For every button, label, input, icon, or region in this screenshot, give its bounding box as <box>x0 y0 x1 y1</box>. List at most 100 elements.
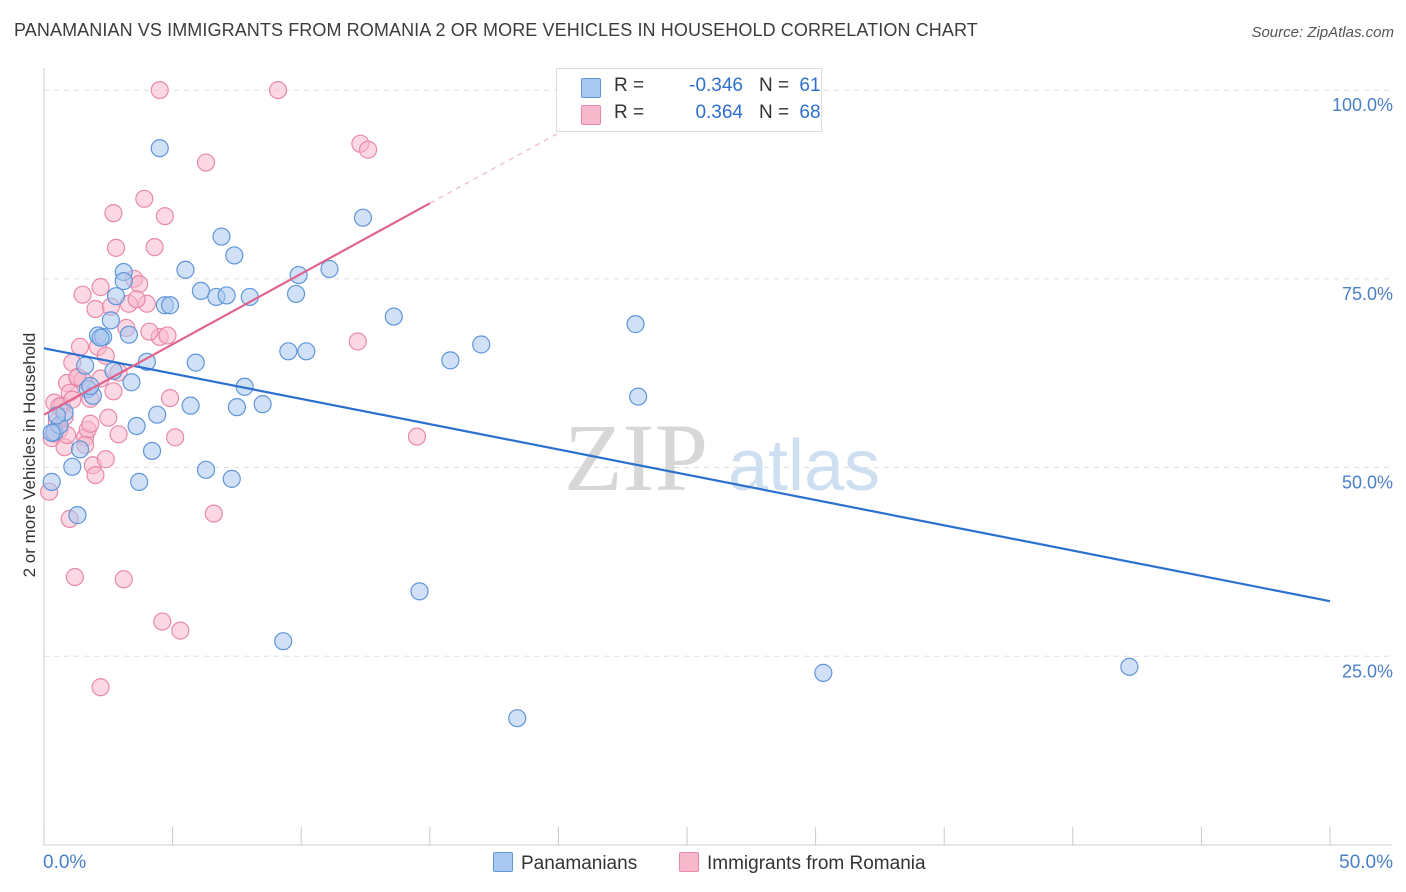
source-label: Source: ZipAtlas.com <box>1251 24 1394 41</box>
romania-point <box>65 567 84 587</box>
romania-point <box>155 207 174 226</box>
panamanians-point <box>225 246 244 265</box>
panamanians-point <box>91 328 110 347</box>
chart-title: PANAMANIAN VS IMMIGRANTS FROM ROMANIA 2 … <box>14 20 978 40</box>
panamanians-point <box>1120 657 1139 676</box>
bottom-legend-panamanians: Panamanians <box>493 852 637 875</box>
bottom-legend-label: Immigrants from Romania <box>707 853 926 874</box>
bottom-legend-romania: Immigrants from Romania <box>679 852 926 875</box>
panamanians-point <box>297 342 316 361</box>
romania-point <box>160 388 180 408</box>
panamanians-point <box>286 284 306 304</box>
axes <box>43 68 1392 846</box>
romania-point <box>204 504 223 523</box>
romania-trend-extension <box>429 132 559 204</box>
panamanians-point <box>63 457 82 476</box>
panamanians-point <box>181 396 200 415</box>
panamanians-point <box>410 582 429 601</box>
panamanians-point <box>353 208 373 227</box>
panamanians-point <box>222 469 241 488</box>
panamanians-point <box>279 342 298 361</box>
romania-point <box>91 278 110 297</box>
panamanians-point <box>42 472 61 491</box>
romania-point <box>150 80 169 100</box>
romania-point <box>145 238 164 257</box>
legend-n-value: 68 <box>799 102 821 123</box>
romania-point <box>407 427 427 446</box>
romania-point <box>196 153 216 172</box>
romania-point <box>127 290 146 309</box>
romania-point <box>130 275 149 294</box>
legend-n-value: 61 <box>799 75 821 96</box>
y-tick-labels: 25.0% 50.0% 75.0% 100.0% <box>1332 95 1393 681</box>
romania-trend-line <box>43 202 431 416</box>
romania-point <box>109 425 128 444</box>
romania-point <box>114 570 133 589</box>
panamanians-trend-line <box>43 347 1331 603</box>
legend-n-label: N = <box>759 75 790 96</box>
panamanians-point <box>629 387 648 406</box>
panamanians-point <box>81 376 100 396</box>
panamanians-point <box>106 287 126 306</box>
panamanians-point <box>227 398 246 417</box>
panamanians-point <box>320 259 339 279</box>
romania-point <box>268 80 288 100</box>
legend-swatch-blue <box>581 78 601 98</box>
y-tick-label: 100.0% <box>1332 95 1393 115</box>
panamanians-point <box>47 406 66 425</box>
trend-lines <box>43 132 1331 603</box>
romania-point <box>96 450 115 469</box>
romania-point <box>104 204 123 223</box>
panamanians-point <box>508 709 527 728</box>
panamanians-point <box>76 356 95 375</box>
panamanians-point <box>196 460 216 479</box>
romania-point <box>70 337 90 356</box>
panamanians-point <box>274 632 293 651</box>
panamanians-point <box>142 441 162 461</box>
panamanians-point <box>114 271 133 291</box>
panamanians-point <box>253 395 272 414</box>
romania-point <box>86 299 105 319</box>
panamanians-point <box>130 472 149 491</box>
panamanians-point <box>122 373 141 392</box>
watermark-atlas: atlas <box>728 426 880 506</box>
romania-point <box>135 189 154 208</box>
romania-point <box>86 465 105 485</box>
romania-point <box>358 140 378 159</box>
legend-r-value: -0.346 <box>689 75 743 96</box>
panamanians-point <box>160 296 180 315</box>
y-tick-label: 75.0% <box>1342 284 1393 304</box>
panamanians-point <box>148 405 167 424</box>
legend-n-label: N = <box>759 102 790 123</box>
series-panamanians-points <box>42 139 1139 728</box>
y-tick-label: 50.0% <box>1342 473 1393 493</box>
panamanians-point <box>472 335 491 354</box>
correlation-legend: R = -0.346 N = 61 R = 0.364 N = 68 <box>556 68 822 132</box>
x-tick-max: 50.0% <box>1339 852 1393 873</box>
romania-point <box>73 285 92 304</box>
legend-r-label: R = <box>614 75 645 96</box>
panamanians-point <box>42 423 61 442</box>
legend-r-value: 0.364 <box>695 102 743 123</box>
romania-point <box>91 678 110 697</box>
romania-point <box>99 408 118 427</box>
romania-point <box>158 326 177 345</box>
panamanians-point <box>101 311 120 330</box>
panamanians-point <box>384 307 403 326</box>
romania-point <box>106 238 126 257</box>
panamanians-point <box>212 227 231 246</box>
panamanians-point <box>119 325 138 344</box>
bottom-legend-swatch-blue <box>493 852 513 872</box>
panamanians-point <box>626 315 645 334</box>
romania-point <box>81 414 100 433</box>
panamanians-point <box>127 416 146 436</box>
legend-r-label: R = <box>614 102 645 123</box>
panamanians-point <box>186 353 205 372</box>
romania-point <box>171 621 190 640</box>
bottom-legend-swatch-pink <box>679 852 699 872</box>
panamanians-point <box>191 281 210 301</box>
panamanians-point <box>441 351 460 370</box>
romania-point <box>140 322 159 341</box>
romania-point <box>166 428 185 447</box>
